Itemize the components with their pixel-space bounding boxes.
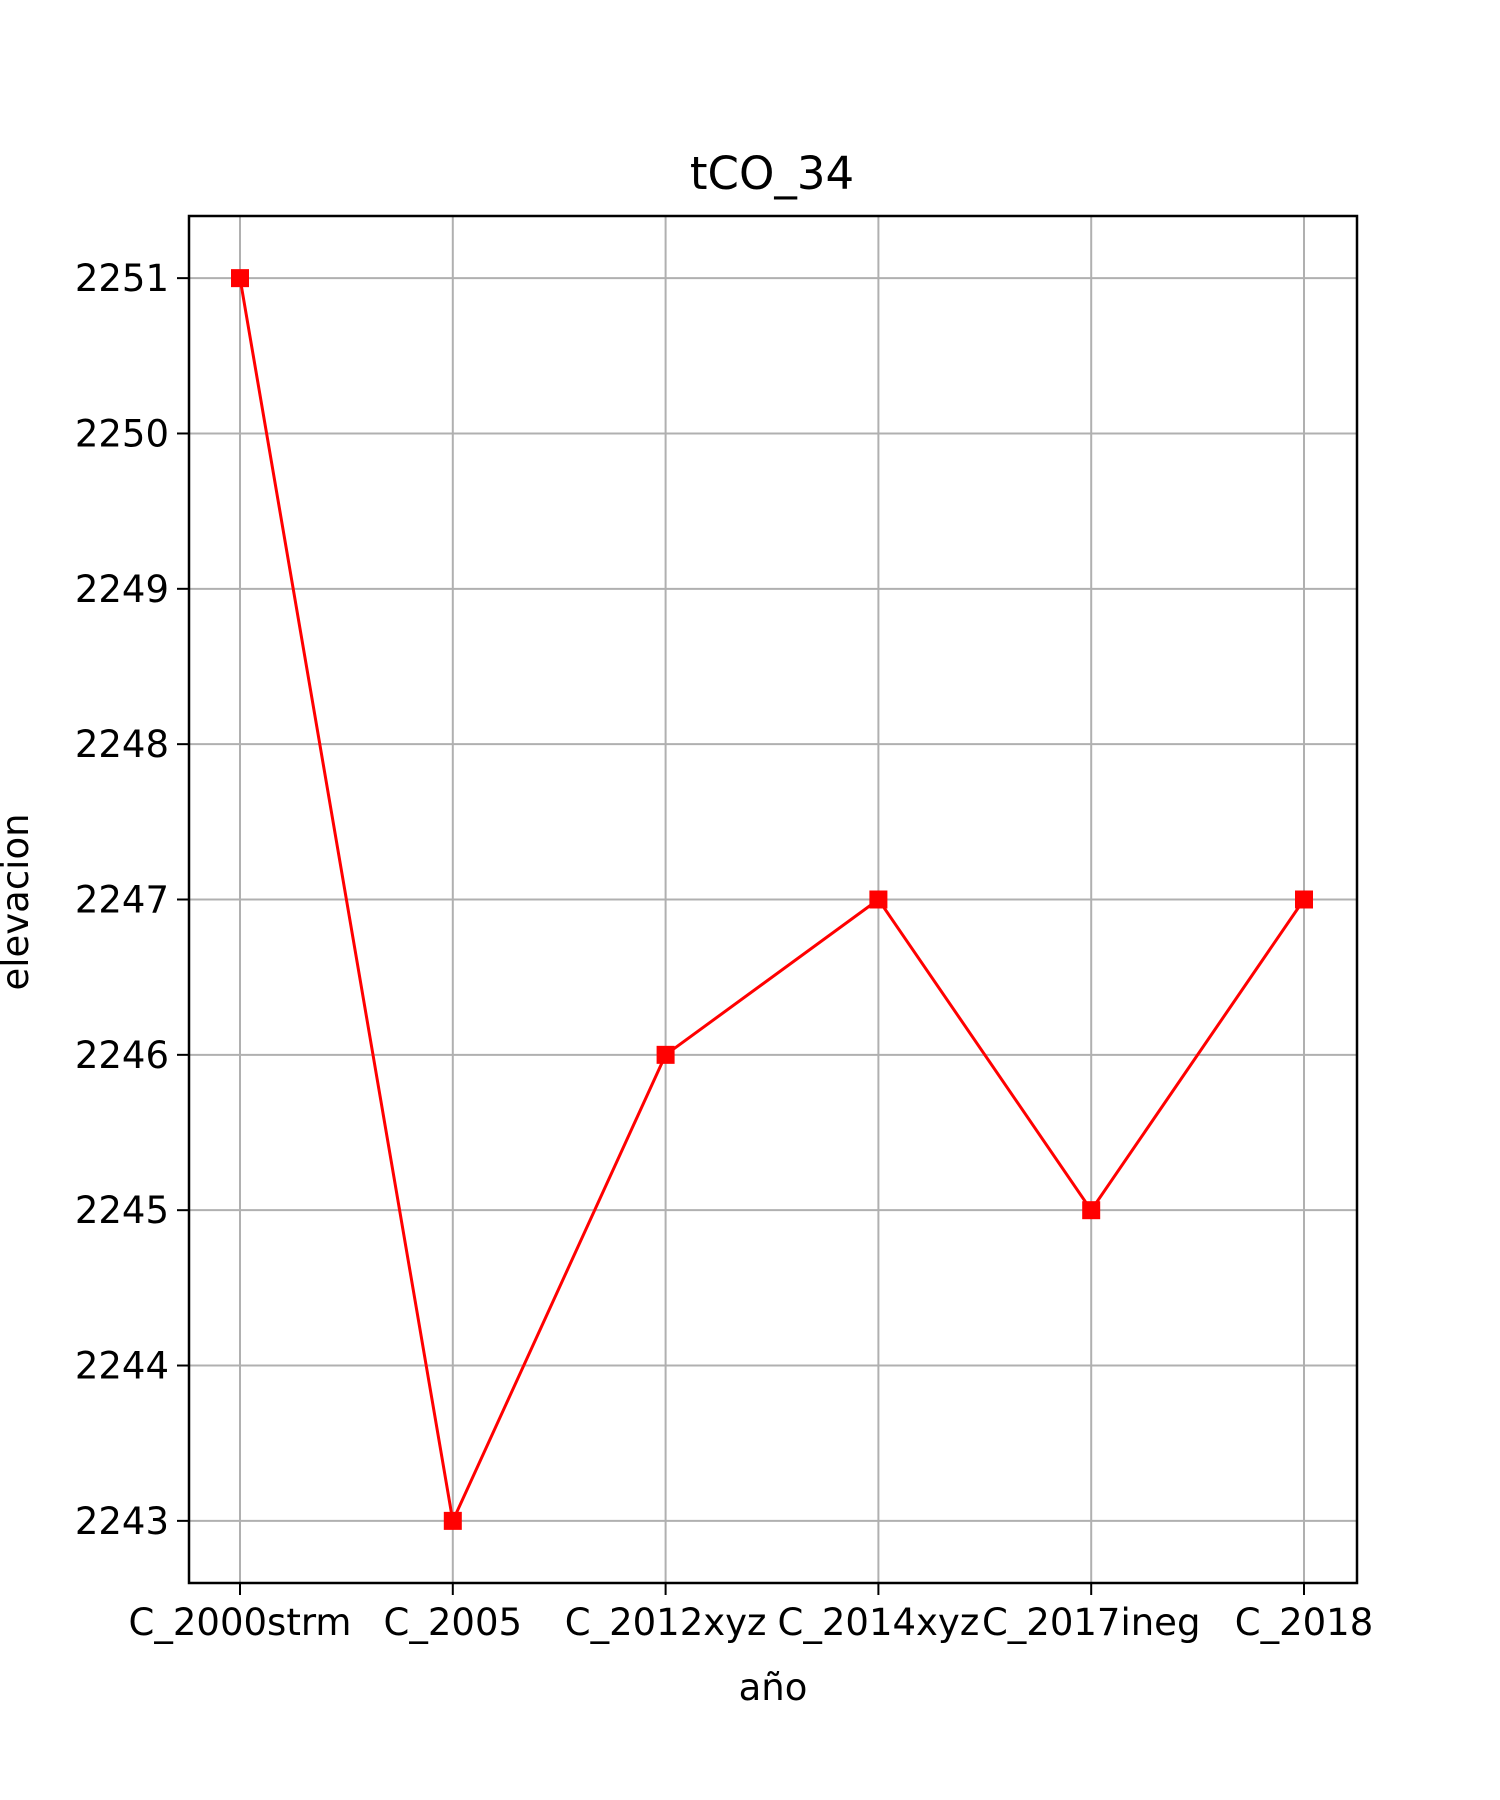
x-tick-label: C_2005 [384, 1601, 523, 1644]
y-axis-title: elevacion [0, 813, 37, 990]
y-tick-label: 2244 [75, 1345, 169, 1388]
y-tick-label: 2245 [75, 1189, 169, 1232]
y-tick-label: 2246 [75, 1034, 169, 1077]
x-tick-label: C_2018 [1235, 1601, 1374, 1644]
series-line [238, 277, 1306, 1526]
y-tick-label: 2247 [75, 879, 169, 922]
data-point-marker [1295, 890, 1313, 909]
chart-title: tCO_34 [690, 147, 854, 200]
x-tick-label: C_2014xyz [778, 1601, 980, 1644]
y-tick-label: 2250 [75, 412, 169, 455]
grid-lines [189, 216, 1357, 1583]
y-tick-label: 2249 [75, 568, 169, 611]
x-tick-label: C_2017ineg [982, 1601, 1200, 1644]
y-axis: 2243 2244 2245 2246 2247 2248 2249 2250 2251 [75, 257, 189, 1543]
data-point-marker [231, 269, 249, 288]
data-point-marker [443, 1511, 462, 1530]
y-tick-label: 2243 [75, 1500, 169, 1543]
x-axis-title: año [739, 1666, 808, 1709]
x-tick-label: C_2000strm [129, 1601, 352, 1644]
data-point-marker [869, 890, 888, 909]
y-tick-label: 2248 [75, 723, 169, 766]
x-axis: C_2000strm C_2005 C_2012xyz C_2014xyz C_2017… [129, 1583, 1374, 1644]
data-point-marker [1082, 1201, 1101, 1220]
data-point-marker [656, 1045, 675, 1064]
series-layer [231, 269, 1313, 1530]
x-tick-label: C_2012xyz [565, 1601, 767, 1644]
y-tick-label: 2251 [75, 257, 169, 300]
